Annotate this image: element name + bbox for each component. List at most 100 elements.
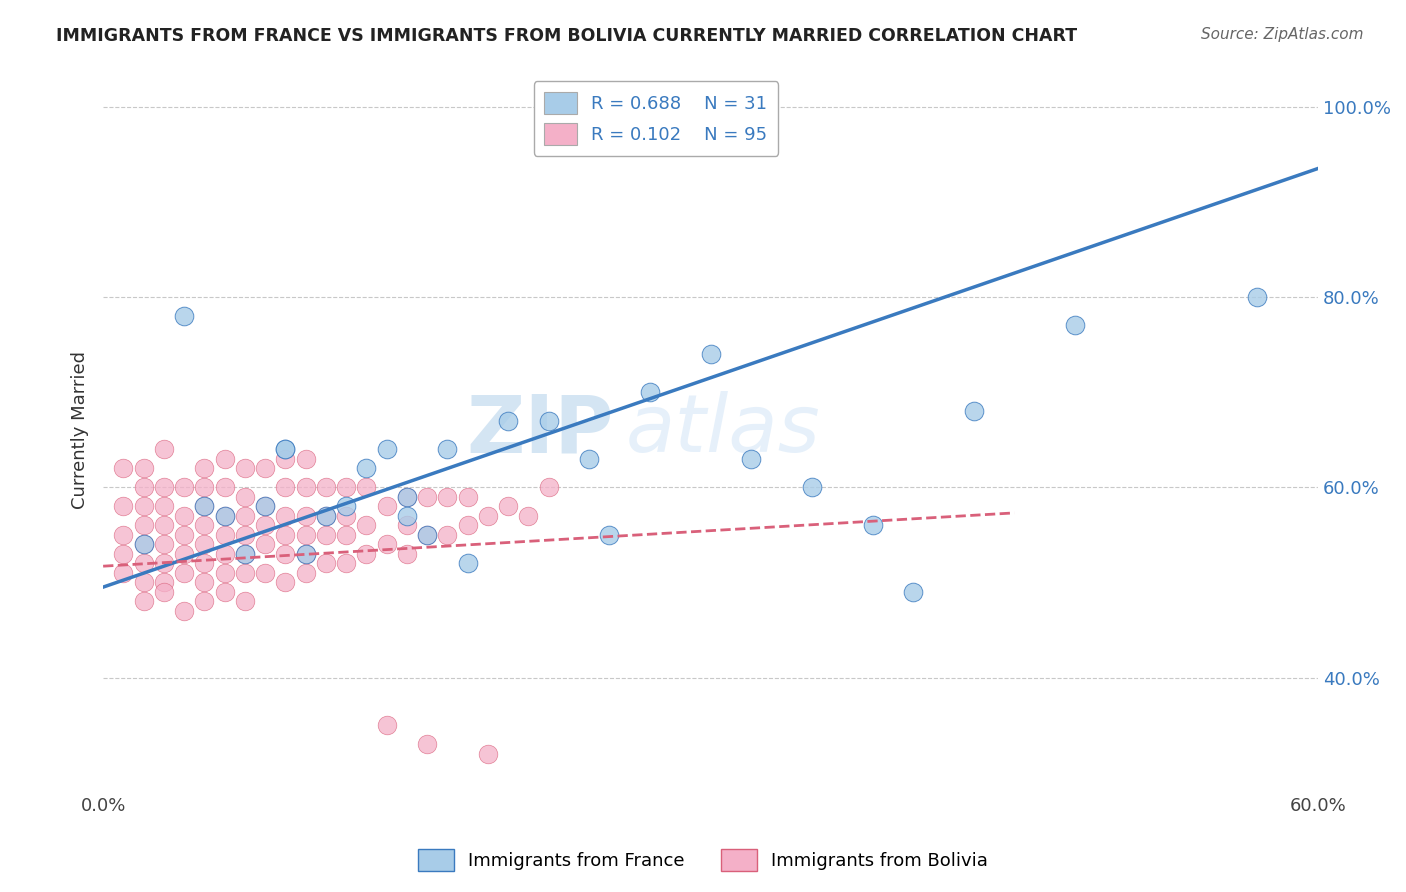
Point [132, 480, 155, 494]
Point [274, 451, 297, 466]
Point [436, 490, 458, 504]
Text: IMMIGRANTS FROM FRANCE VS IMMIGRANTS FROM BOLIVIA CURRENTLY MARRIED CORRELATION : IMMIGRANTS FROM FRANCE VS IMMIGRANTS FRO… [56, 27, 1077, 45]
Point [193, 500, 215, 514]
Point [315, 528, 337, 542]
Point [214, 508, 236, 523]
Point [416, 490, 439, 504]
Point [153, 442, 176, 457]
Point [517, 508, 540, 523]
Point [335, 557, 357, 571]
Point [294, 547, 316, 561]
Point [132, 537, 155, 551]
Point [274, 442, 297, 457]
Legend: R = 0.688    N = 31, R = 0.102    N = 95: R = 0.688 N = 31, R = 0.102 N = 95 [534, 81, 779, 156]
Point [395, 490, 418, 504]
Point [153, 575, 176, 590]
Point [375, 500, 398, 514]
Point [132, 537, 155, 551]
Point [153, 585, 176, 599]
Point [274, 528, 297, 542]
Point [233, 594, 256, 608]
Point [173, 508, 195, 523]
Point [862, 518, 884, 533]
Point [315, 508, 337, 523]
Point [214, 451, 236, 466]
Point [963, 404, 986, 418]
Point [254, 518, 277, 533]
Point [193, 594, 215, 608]
Point [153, 500, 176, 514]
Point [233, 547, 256, 561]
Point [901, 585, 924, 599]
Point [496, 500, 519, 514]
Point [112, 547, 135, 561]
Point [800, 480, 823, 494]
Point [173, 528, 195, 542]
Point [233, 566, 256, 580]
Point [1246, 290, 1268, 304]
Point [537, 480, 560, 494]
Point [193, 461, 215, 475]
Point [233, 547, 256, 561]
Point [416, 737, 439, 751]
Point [153, 557, 176, 571]
Y-axis label: Currently Married: Currently Married [72, 351, 89, 509]
Point [274, 547, 297, 561]
Point [112, 500, 135, 514]
Text: atlas: atlas [626, 391, 820, 469]
Point [193, 480, 215, 494]
Point [294, 547, 316, 561]
Point [173, 566, 195, 580]
Point [214, 585, 236, 599]
Point [193, 575, 215, 590]
Point [457, 490, 479, 504]
Point [132, 557, 155, 571]
Point [395, 518, 418, 533]
Point [274, 575, 297, 590]
Point [274, 508, 297, 523]
Point [132, 575, 155, 590]
Point [193, 500, 215, 514]
Point [132, 461, 155, 475]
Point [294, 528, 316, 542]
Point [1064, 318, 1087, 333]
Point [153, 480, 176, 494]
Point [254, 566, 277, 580]
Point [699, 347, 721, 361]
Point [254, 500, 277, 514]
Point [274, 480, 297, 494]
Point [254, 537, 277, 551]
Point [457, 518, 479, 533]
Point [356, 480, 378, 494]
Point [315, 557, 337, 571]
Point [356, 518, 378, 533]
Point [335, 528, 357, 542]
Point [598, 528, 620, 542]
Point [436, 442, 458, 457]
Point [335, 508, 357, 523]
Point [294, 451, 316, 466]
Point [193, 537, 215, 551]
Point [356, 461, 378, 475]
Point [214, 528, 236, 542]
Point [416, 528, 439, 542]
Point [395, 508, 418, 523]
Point [294, 508, 316, 523]
Point [173, 480, 195, 494]
Point [112, 461, 135, 475]
Point [274, 442, 297, 457]
Point [740, 451, 762, 466]
Point [496, 414, 519, 428]
Point [233, 528, 256, 542]
Point [132, 594, 155, 608]
Point [294, 480, 316, 494]
Point [193, 518, 215, 533]
Point [375, 442, 398, 457]
Point [214, 566, 236, 580]
Text: ZIP: ZIP [467, 391, 613, 469]
Point [153, 518, 176, 533]
Point [193, 557, 215, 571]
Point [132, 500, 155, 514]
Point [294, 566, 316, 580]
Text: Source: ZipAtlas.com: Source: ZipAtlas.com [1201, 27, 1364, 42]
